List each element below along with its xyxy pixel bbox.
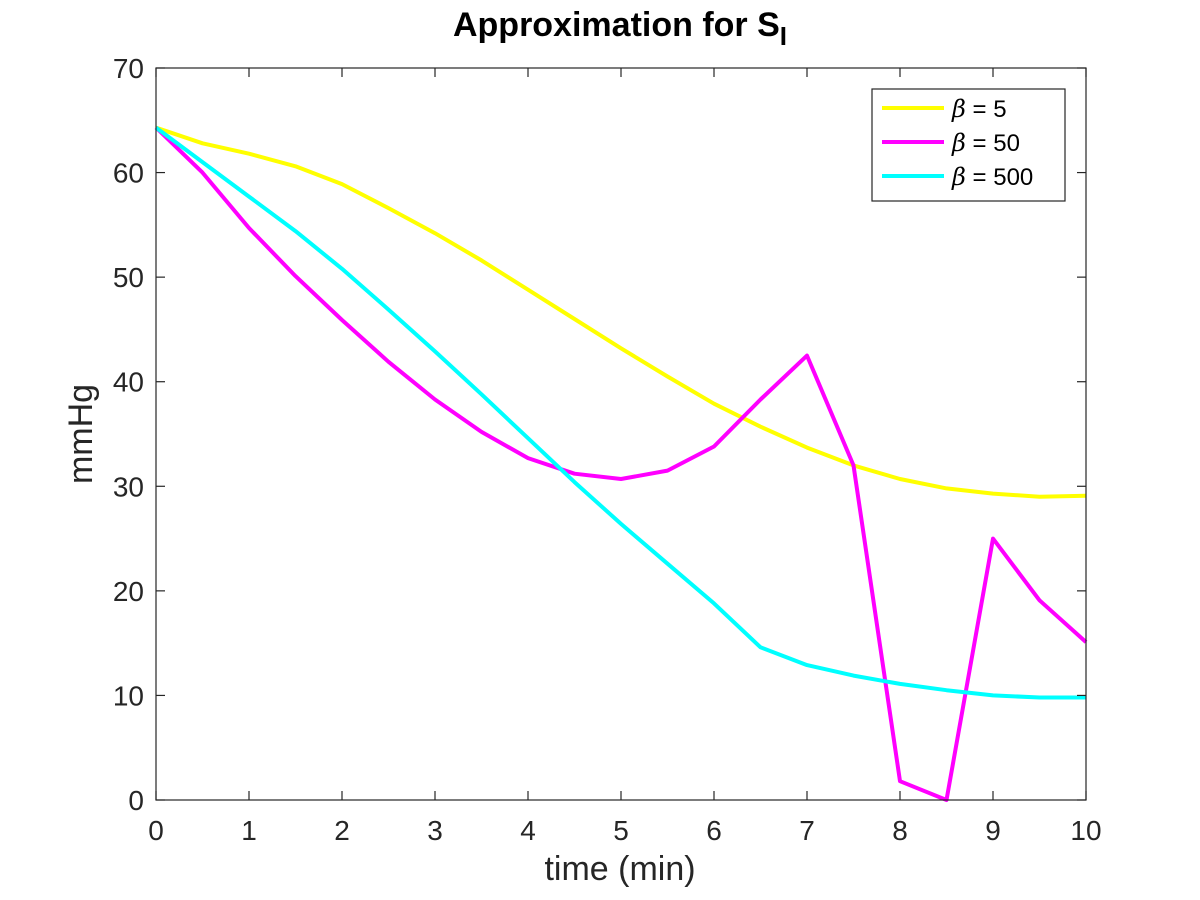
y-tick-label: 0	[128, 785, 144, 816]
y-tick-label: 60	[113, 158, 144, 189]
chart-title-main: Approximation for S	[453, 6, 780, 44]
y-tick-label: 40	[113, 367, 144, 398]
legend-label-symbol: β	[951, 163, 966, 191]
legend-label-value: = 500	[966, 164, 1033, 191]
x-tick-label: 9	[985, 815, 1001, 846]
legend-label: β = 50	[951, 129, 1020, 157]
y-tick-label: 70	[113, 53, 144, 84]
x-tick-label: 10	[1070, 815, 1101, 846]
x-tick-label: 8	[892, 815, 908, 846]
legend-label-value: = 5	[966, 96, 1007, 123]
y-tick-label: 20	[113, 576, 144, 607]
plot-frame	[155, 67, 1087, 801]
x-tick-label: 0	[148, 815, 164, 846]
x-tick-label: 5	[613, 815, 629, 846]
x-tick-label: 7	[799, 815, 815, 846]
legend-label-symbol: β	[951, 95, 966, 123]
legend-label-symbol: β	[951, 129, 966, 157]
x-tick-label: 1	[241, 815, 257, 846]
y-tick-label: 10	[113, 680, 144, 711]
series-line-1	[154, 126, 1088, 802]
legend: β = 5β = 50β = 500	[871, 88, 1066, 202]
y-axis-label: mmHg	[62, 384, 100, 484]
x-tick-label: 3	[427, 815, 443, 846]
legend-label: β = 500	[951, 163, 1033, 191]
chart-title-subscript: I	[780, 21, 787, 51]
y-tick-label: 50	[113, 262, 144, 293]
x-tick-label: 4	[520, 815, 536, 846]
y-tick-label: 30	[113, 471, 144, 502]
series-layer	[154, 125, 1088, 802]
legend-label: β = 5	[951, 95, 1007, 123]
x-tick-label: 2	[334, 815, 350, 846]
x-axis-label: time (min)	[544, 850, 695, 888]
legend-label-value: = 50	[966, 130, 1020, 157]
series-line-0	[155, 125, 1087, 499]
tick-layer: 0 1 2 3 4 5 6 7 8 9 10 0 10 20 30 40 50 60 70	[113, 53, 1102, 846]
x-tick-label: 6	[706, 815, 722, 846]
series-line-2	[154, 125, 1086, 700]
chart-title: Approximation for SI	[453, 6, 787, 51]
